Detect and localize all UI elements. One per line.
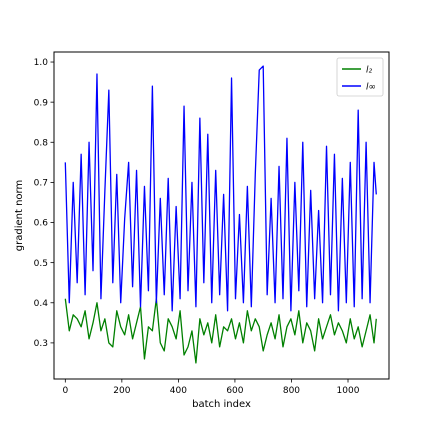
- y-tick-label: 0.9: [34, 98, 49, 108]
- x-tick-label: 800: [283, 386, 300, 396]
- y-tick-label: 0.4: [34, 299, 49, 309]
- x-tick-label: 400: [170, 386, 187, 396]
- x-axis-ticks: 0 200 400 600 800 1000: [62, 379, 360, 396]
- y-axis-label: gradient norm: [14, 180, 25, 251]
- legend-box: [336, 57, 384, 97]
- y-tick-label: 0.5: [34, 259, 48, 269]
- y-tick-label: 0.8: [34, 138, 49, 148]
- x-axis-label: batch index: [192, 399, 251, 410]
- plot-frame: [53, 51, 390, 380]
- plot-lines: [64, 65, 377, 364]
- x-tick-label: 0: [62, 386, 68, 396]
- x-tick-label: 1000: [337, 386, 360, 396]
- x-tick-label: 200: [113, 386, 130, 396]
- y-axis-ticks: 0.3 0.4 0.5 0.6 0.7 0.8 0.9 1.0: [34, 58, 54, 349]
- x-tick-label: 600: [226, 386, 243, 396]
- y-tick-label: 0.3: [34, 339, 48, 349]
- series-line-0: [64, 298, 377, 364]
- y-tick-label: 0.7: [34, 179, 48, 189]
- legend: l₂ l∞: [336, 57, 384, 97]
- legend-label-1: l∞: [366, 83, 376, 93]
- legend-label-0: l₂: [366, 66, 373, 76]
- y-tick-label: 1.0: [34, 58, 49, 68]
- series-line-1: [64, 65, 377, 312]
- y-tick-label: 0.6: [34, 219, 49, 229]
